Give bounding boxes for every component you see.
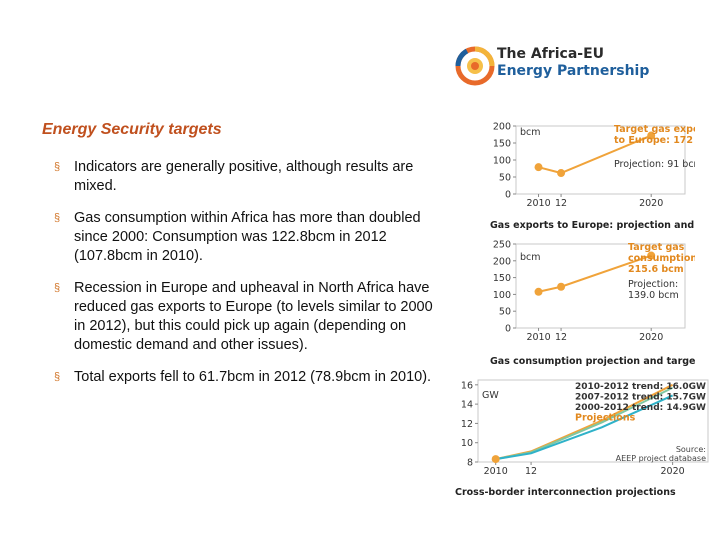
y-tick-label: 100 [493,290,511,301]
source-note: Source: [676,445,706,454]
bullet-square-icon: § [54,212,61,224]
y-axis-label: GW [482,390,499,401]
plot-area [515,243,686,329]
plot-area [477,379,709,463]
data-point [647,131,656,140]
series-line [495,394,674,461]
x-tick-label: 2020 [639,198,663,209]
y-tick-label: 8 [467,458,473,469]
data-point [647,251,656,260]
chart-annotation: Target gas exports [614,124,695,135]
y-axis-label: bcm [520,127,541,138]
partnership-emblem-icon [455,46,495,86]
x-tick-label: 2020 [639,332,663,343]
y-tick-label: 200 [493,256,511,267]
gas-exports-chart: 0 50 100 150 200 2010 12 2020 bcm Target gas expo… [480,118,695,234]
y-tick-label: 10 [461,438,473,449]
bullet-text: Indicators are generally positive, altho… [74,159,414,194]
chart-annotation: consumption: [628,253,695,264]
y-tick-label: 16 [461,380,473,391]
chart-svg: 0 50 100 150 200 250 2010 12 2020 bcm Target gasco… [490,240,695,368]
bullet-list: § Indicators are generally positive, alth… [52,158,447,400]
y-tick-label: 100 [493,156,511,167]
chart-annotation: Projection: 91 bcm [614,159,695,170]
chart-svg: 8 10 12 14 16 2010 12 2020 GW 2010-2012 trend: 16… [455,379,709,498]
y-tick-label: 12 [461,419,473,430]
bullet-item: § Recession in Europe and upheaval in Nor… [52,279,447,355]
y-tick-label: 0 [505,190,511,201]
chart-annotation: Projection: [628,279,678,290]
legend-entry: Projections [575,413,636,424]
y-tick-label: 150 [493,139,511,150]
bullet-item: § Gas consumption within Africa has more … [52,209,447,266]
bullet-square-icon: § [54,371,61,383]
x-tick-label: 12 [555,332,567,343]
chart-annotation: Target gas [628,242,685,253]
bullet-square-icon: § [54,161,61,173]
y-tick-label: 0 [505,324,511,335]
chart-svg: 0 50 100 150 200 2010 12 2020 bcm Target gas expo… [490,122,695,232]
bullet-square-icon: § [54,282,61,294]
chart-caption: Gas exports to Europe: projection and ta… [490,220,695,231]
y-tick-label: 50 [499,307,511,318]
bullet-item: § Indicators are generally positive, alth… [52,158,447,196]
slide-title: Energy Security targets [42,121,222,138]
legend-entry: 2007-2012 trend: 15.7GW [575,393,706,403]
x-tick-label: 2010 [526,332,550,343]
chart-annotation: to Europe: 172 bcm [614,135,695,146]
interconnection-chart: 8 10 12 14 16 2010 12 2020 GW 2010-2012 trend: 16… [450,374,715,500]
data-point [557,169,566,178]
legend-entry: 2010-2012 trend: 16.0GW [575,382,706,392]
logo-line-2: Energy Partnership [497,63,650,79]
x-tick-label: 2010 [484,466,508,477]
chart-annotation: 139.0 bcm [628,290,679,301]
bullet-text: Recession in Europe and upheaval in Nort… [74,280,433,353]
chart-annotation: 215.6 bcm [628,264,684,275]
plot-area [515,125,686,195]
bullet-item: § Total exports fell to 61.7bcm in 2012 (… [52,368,447,387]
x-tick-label: 2010 [526,198,550,209]
y-tick-label: 50 [499,173,511,184]
bullet-text: Total exports fell to 61.7bcm in 2012 (7… [74,369,432,385]
chart-caption: Cross-border interconnection projections [455,487,676,498]
y-tick-label: 14 [461,400,473,411]
y-tick-label: 200 [493,122,511,133]
y-tick-label: 250 [493,240,511,251]
x-tick-label: 2020 [661,466,685,477]
logo-line-1: The Africa-EU [497,46,605,62]
bullet-text: Gas consumption within Africa has more t… [74,210,421,264]
data-point [534,163,543,172]
logo: The Africa-EU Energy Partnership [455,42,655,90]
data-point [534,287,543,296]
legend-entry: 2000-2012 trend: 14.9GW [575,403,706,413]
gas-consumption-chart: 0 50 100 150 200 250 2010 12 2020 bcm Target gas co… [480,236,695,370]
x-tick-label: 12 [525,466,537,477]
data-point [491,455,500,464]
x-tick-label: 12 [555,198,567,209]
data-point [557,282,566,291]
source-note: AEEP project database [616,454,706,463]
y-tick-label: 150 [493,273,511,284]
chart-caption: Gas consumption projection and target [490,356,695,367]
y-axis-label: bcm [520,252,541,263]
